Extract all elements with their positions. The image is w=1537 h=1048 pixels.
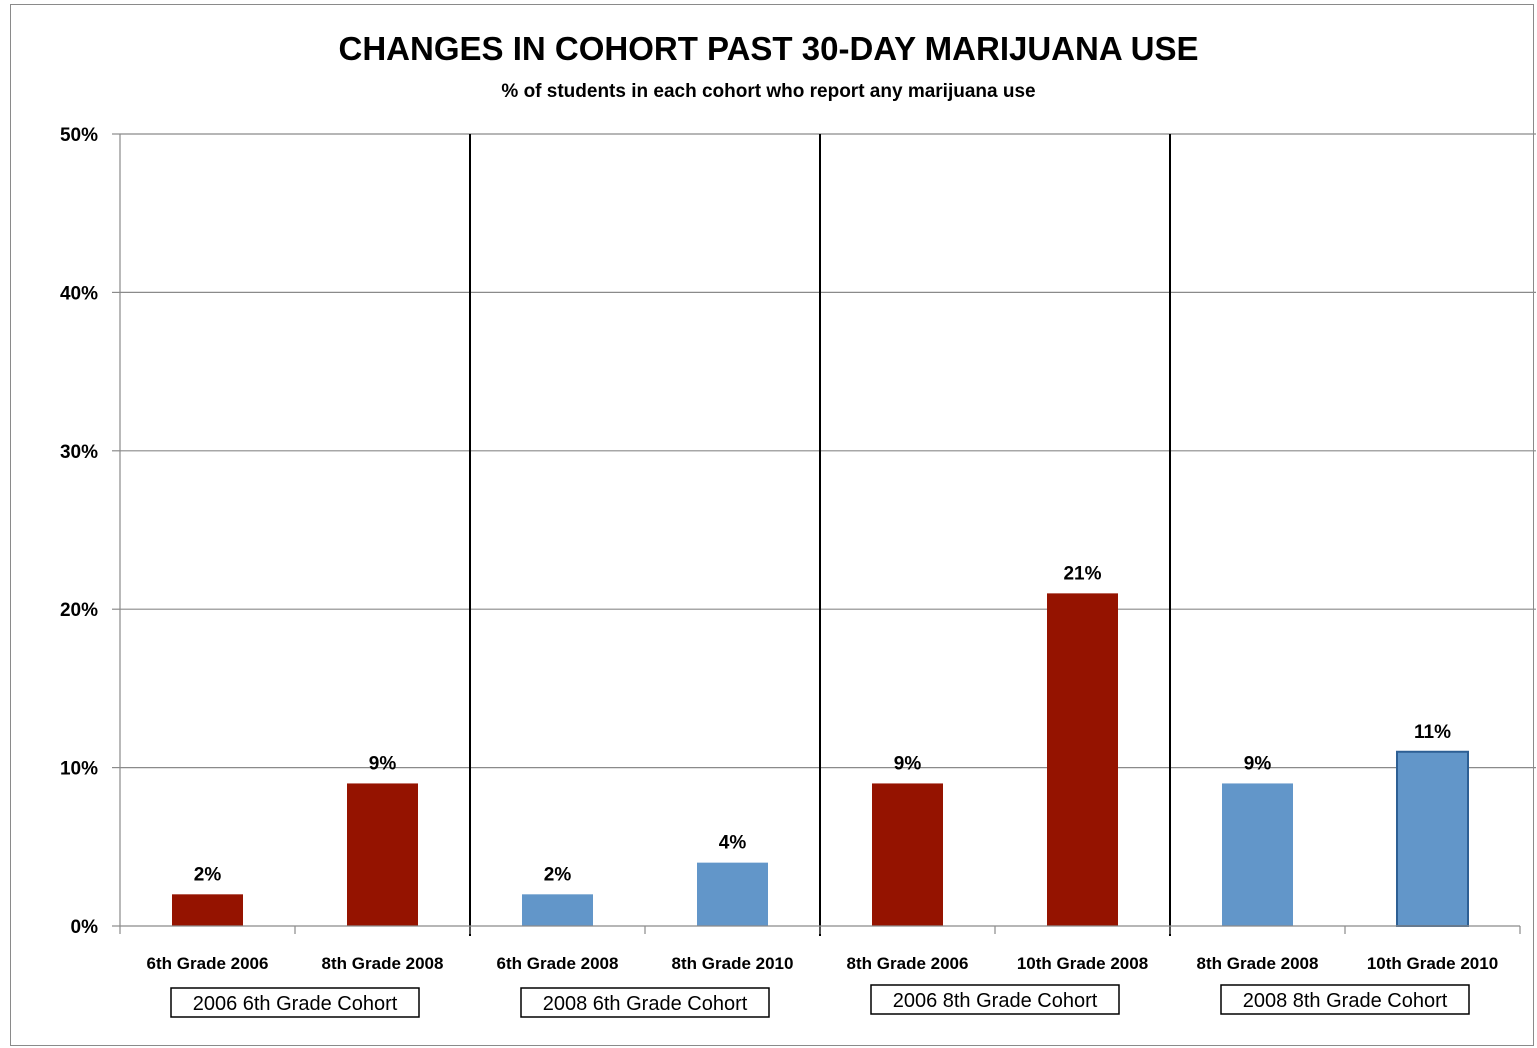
y-tick-label: 0%	[71, 917, 99, 938]
cohort-label: 2008 8th Grade Cohort	[1243, 990, 1448, 1012]
data-label: 2%	[194, 864, 222, 885]
cohort-label: 2006 6th Grade Cohort	[193, 993, 398, 1015]
y-tick-label: 40%	[60, 283, 98, 304]
category-label: 10th Grade 2008	[1017, 954, 1148, 973]
bar	[872, 783, 943, 926]
data-label: 2%	[544, 864, 572, 885]
bar	[1047, 593, 1118, 926]
data-label: 11%	[1414, 722, 1451, 743]
data-label: 4%	[719, 833, 747, 854]
labels: 0% 10% 20% 30% 40% 50% 2% 6th Grade 2006 9% 8th G…	[60, 125, 1498, 1018]
category-label: 8th Grade 2008	[322, 954, 444, 973]
bar	[522, 894, 593, 926]
category-label: 10th Grade 2010	[1367, 954, 1498, 973]
cohort-label-box	[170, 987, 420, 1018]
bar	[697, 862, 768, 926]
y-tick-label: 20%	[60, 600, 98, 621]
gridlines	[120, 133, 1536, 769]
category-label: 8th Grade 2008	[1197, 954, 1319, 973]
data-label: 9%	[369, 753, 397, 774]
bars	[172, 593, 1469, 928]
data-label: 9%	[1244, 753, 1272, 774]
cohort-label-box	[870, 984, 1120, 1015]
cohort-separators	[469, 134, 1171, 936]
cohort-label-box	[1220, 984, 1470, 1015]
cohort-label: 2008 6th Grade Cohort	[543, 993, 748, 1015]
category-label: 6th Grade 2006	[147, 954, 269, 973]
axes	[112, 133, 1521, 934]
y-tick-label: 10%	[60, 759, 98, 780]
y-tick-label: 30%	[60, 442, 98, 463]
cohort-label: 2006 8th Grade Cohort	[893, 990, 1098, 1012]
y-tick-label: 50%	[60, 125, 98, 146]
data-label: 9%	[894, 753, 922, 774]
category-label: 8th Grade 2010	[672, 954, 794, 973]
chart-title: CHANGES IN COHORT PAST 30-DAY MARIJUANA …	[338, 30, 1199, 67]
bar	[347, 783, 418, 926]
category-label: 8th Grade 2006	[847, 954, 969, 973]
cohort-label-box	[520, 987, 770, 1018]
bar	[1222, 783, 1293, 926]
bar	[1396, 750, 1469, 928]
bar	[172, 894, 243, 926]
chart-subtitle: % of students in each cohort who report …	[501, 81, 1036, 102]
data-label: 21%	[1063, 563, 1101, 584]
category-label: 6th Grade 2008	[497, 954, 619, 973]
